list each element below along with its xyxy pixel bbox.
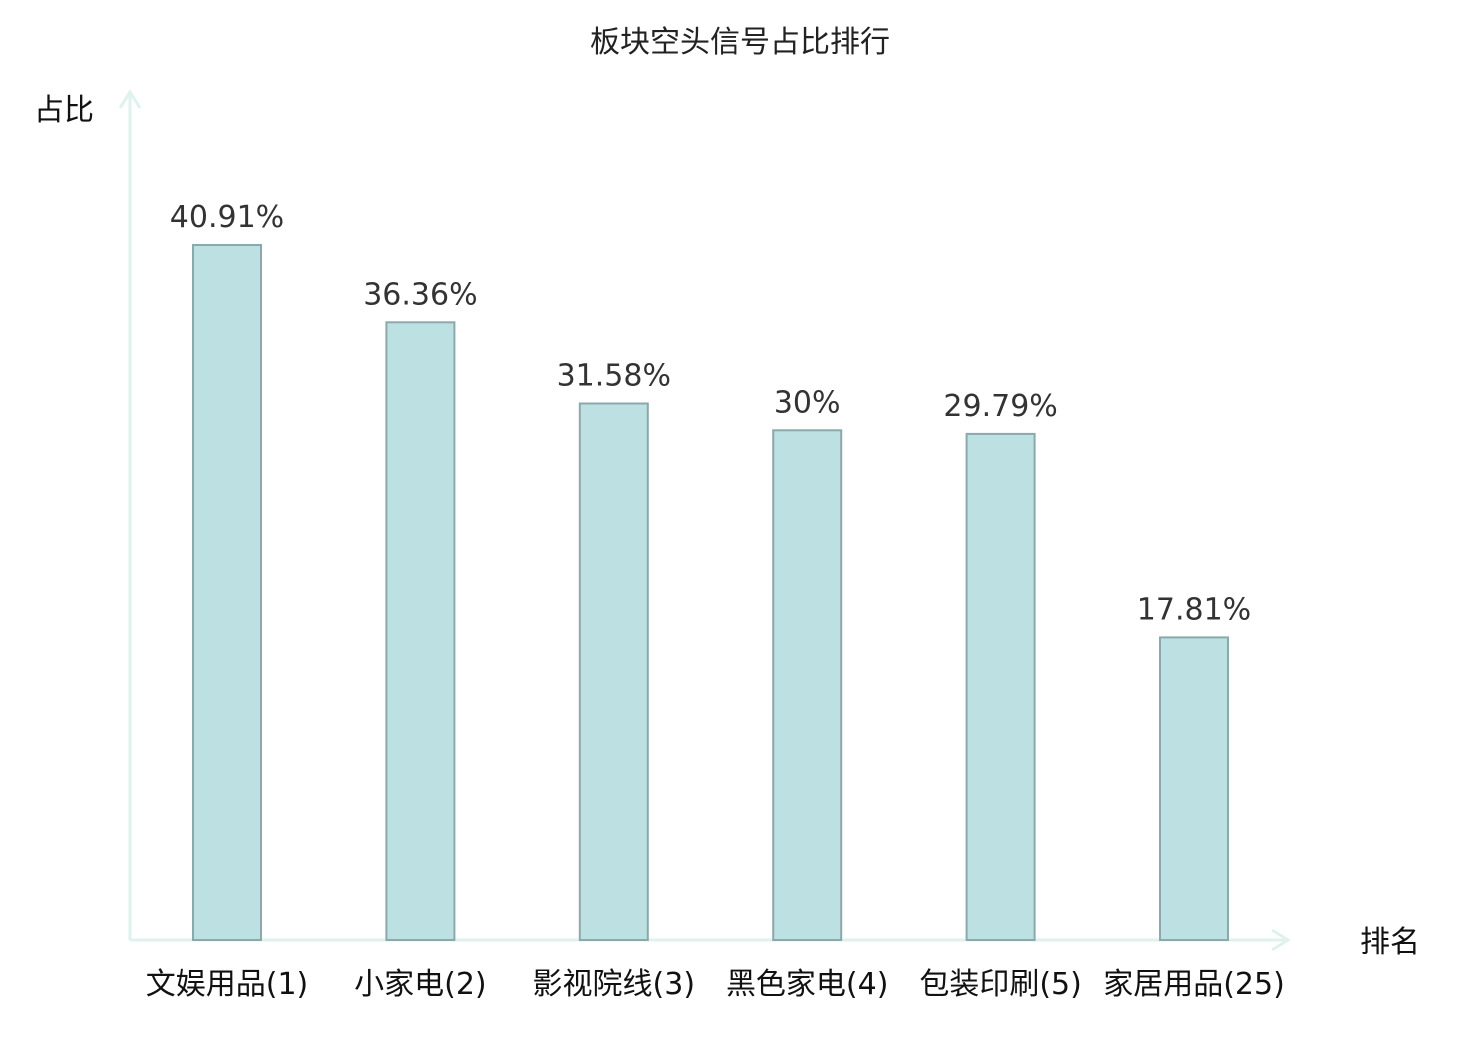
bar-value-label: 17.81% — [1137, 592, 1251, 627]
bar-value-label: 40.91% — [170, 200, 284, 235]
bar — [1159, 636, 1229, 942]
bar — [578, 402, 649, 941]
axes — [118, 89, 1291, 952]
value-labels-group: 40.91% 36.36% 31.58% 30% 29.79% 17.81% — [170, 200, 1251, 627]
x-axis-arrow-icon — [1271, 928, 1291, 952]
bars-group — [192, 244, 1229, 942]
bar-value-label: 29.79% — [943, 389, 1057, 424]
y-axis-arrow-icon — [118, 89, 142, 109]
bar-value-label: 30% — [774, 385, 841, 420]
category-labels-group: 文娱用品(1) 小家电(2) 影视院线(3) 黑色家电(4) 包装印刷(5) 家居用品(2… — [146, 967, 1285, 1002]
category-label: 小家电(2) — [354, 967, 487, 1002]
category-label: 包装印刷(5) — [919, 967, 1082, 1002]
category-label: 影视院线(3) — [533, 967, 696, 1002]
category-label: 文娱用品(1) — [146, 967, 309, 1002]
chart-title: 板块空头信号占比排行 — [590, 25, 890, 60]
bar — [965, 432, 1036, 941]
category-label: 黑色家电(4) — [726, 967, 889, 1002]
x-axis-label: 排名 — [1360, 925, 1420, 960]
bar-value-label: 36.36% — [363, 277, 477, 312]
bar — [772, 429, 843, 941]
bar-value-label: 31.58% — [557, 359, 671, 394]
bar — [192, 244, 262, 941]
y-axis-label: 占比 — [34, 93, 94, 128]
bar — [385, 321, 456, 941]
category-label: 家居用品(25) — [1103, 967, 1285, 1002]
